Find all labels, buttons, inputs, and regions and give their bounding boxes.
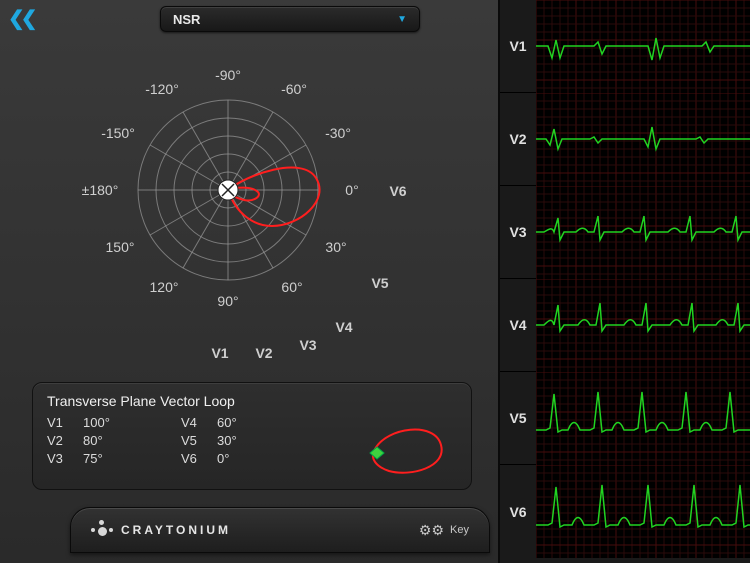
angle-label: -120° [145,81,179,97]
chevron-down-icon: ▼ [397,14,407,25]
info-cell: 30° [217,433,267,448]
angle-label: -150° [101,125,135,141]
info-cell: 100° [83,415,133,430]
lead-row: V4 [500,279,750,372]
info-cell: 75° [83,451,133,466]
precordial-label: V2 [255,345,272,361]
lead-label: V6 [500,504,536,520]
lead-strip[interactable] [536,279,750,371]
bottom-toolbar: CRAYTONIUM ⚙⚙ Key [70,507,490,553]
precordial-label: V5 [371,275,388,291]
info-cell: 0° [217,451,267,466]
info-cell: V5 [181,433,217,448]
precordial-label: V4 [335,319,352,335]
angle-label: 0° [345,182,358,198]
info-cell: V1 [47,415,83,430]
lead-label: V3 [500,224,536,240]
lead-strip[interactable] [536,93,750,185]
info-cell: V3 [47,451,83,466]
brand-name: CRAYTONIUM [121,523,231,537]
precordial-label: V3 [299,337,316,353]
info-cell [133,415,181,430]
lead-strip[interactable] [536,372,750,464]
angle-label: ±180° [82,182,119,198]
angle-label: -30° [325,125,351,141]
brand-logo: CRAYTONIUM [91,520,231,540]
main-panel: ❮❮ NSR ▼ 0° -30° -60° -90° -120° -150° ±180° 15… [0,0,498,563]
info-cell [133,433,181,448]
angle-label: 150° [106,239,135,255]
info-cell [133,451,181,466]
mini-vector-loop [337,393,457,483]
angle-label: 120° [150,279,179,295]
polar-plot: 0° -30° -60° -90° -120° -150° ±180° 150° 120° 90°… [0,40,498,370]
precordial-label: V6 [389,183,406,199]
vector-loop-info: Transverse Plane Vector Loop V1100° V460°… [32,382,472,490]
info-title: Transverse Plane Vector Loop [47,393,337,409]
lead-row: V1 [500,0,750,93]
key-button-label: Key [450,524,469,536]
angle-label: -90° [215,67,241,83]
lead-strip[interactable] [536,465,750,558]
lead-row: V3 [500,186,750,279]
lead-row: V2 [500,93,750,186]
lead-label: V5 [500,410,536,426]
info-cell: V6 [181,451,217,466]
angle-label: -60° [281,81,307,97]
precordial-label: V1 [211,345,228,361]
info-cell: V2 [47,433,83,448]
lead-label: V1 [500,38,536,54]
angle-label: 90° [217,293,238,309]
angle-label: 60° [281,279,302,295]
info-cell: 80° [83,433,133,448]
lead-label: V4 [500,317,536,333]
lead-label: V2 [500,131,536,147]
info-cell: V4 [181,415,217,430]
info-cell: 60° [217,415,267,430]
key-button[interactable]: ⚙⚙ Key [419,522,469,539]
lead-row: V5 [500,372,750,465]
lead-row: V6 [500,465,750,558]
back-button[interactable]: ❮❮ [8,6,34,31]
gear-icon: ⚙⚙ [419,522,444,539]
rhythm-dropdown[interactable]: NSR ▼ [160,6,420,32]
lead-strip[interactable] [536,186,750,278]
lead-strip[interactable] [536,0,750,92]
logo-dots-icon [91,520,115,540]
rhythm-dropdown-label: NSR [173,12,200,27]
angle-label: 30° [325,239,346,255]
leads-panel: V1 V2 V3 V4 V5 V6 [498,0,750,563]
